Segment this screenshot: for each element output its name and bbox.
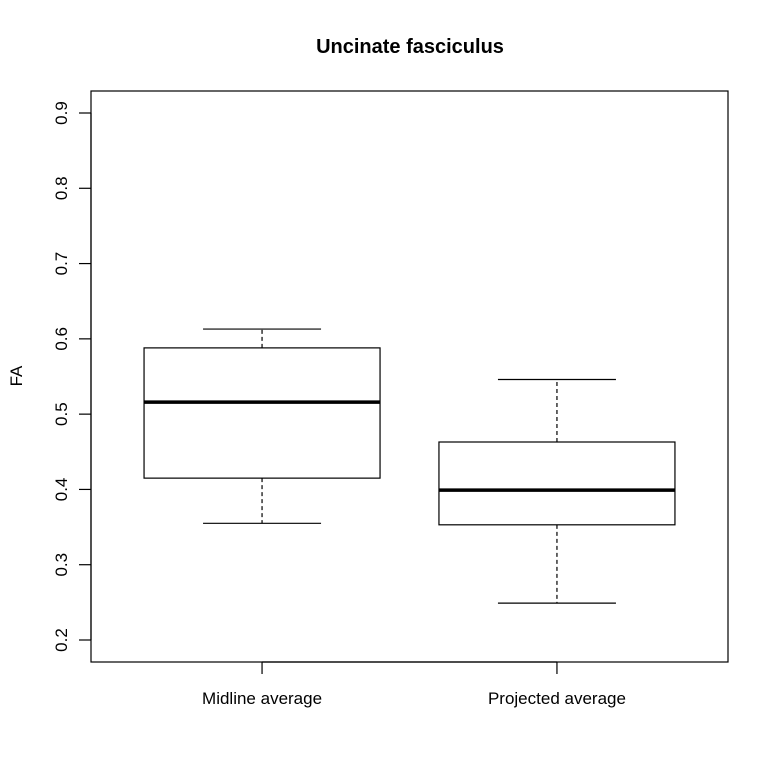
chart-title: Uncinate fasciculus [316,36,504,58]
box-1 [143,328,381,524]
boxes [143,328,676,604]
y-tick-label: 0.6 [52,327,71,351]
box-iqr [143,347,381,479]
y-tick-label: 0.2 [52,628,71,652]
y-tick-label: 0.9 [52,101,71,125]
y-axis-label: FA [7,365,26,386]
y-tick-label: 0.8 [52,176,71,200]
y-tick-label: 0.5 [52,402,71,426]
box-2 [438,378,676,604]
y-tick-label: 0.7 [52,252,71,276]
x-axis: Midline average Projected average [202,661,626,708]
x-tick-label: Midline average [202,689,322,708]
y-axis: 0.2 0.3 0.4 0.5 0.6 0.7 0.8 0.9 [52,101,92,652]
box-iqr [438,441,676,526]
y-tick-label: 0.3 [52,553,71,577]
x-tick-label: Projected average [488,689,626,708]
y-tick-label: 0.4 [52,478,71,502]
plot-frame [90,90,729,663]
